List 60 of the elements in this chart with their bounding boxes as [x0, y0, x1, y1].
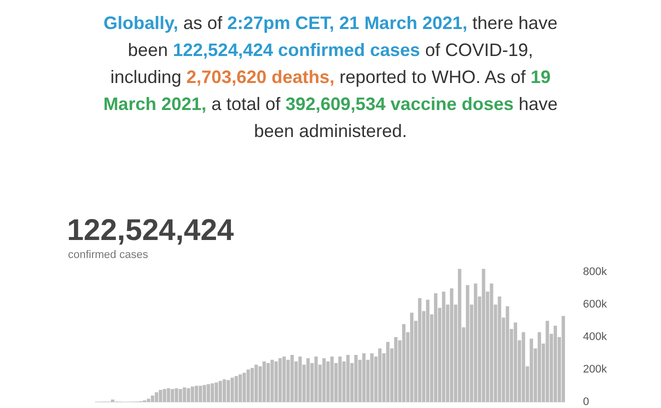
bar	[282, 356, 286, 402]
bar	[418, 298, 422, 402]
bar	[434, 293, 438, 402]
bar	[562, 316, 565, 402]
bar	[246, 370, 250, 402]
bar	[266, 363, 270, 402]
bar	[234, 376, 238, 402]
bar	[270, 360, 274, 402]
bar	[218, 380, 222, 402]
bar	[214, 382, 218, 402]
bar	[474, 283, 478, 402]
chart-subtitle: 122,524,424	[67, 214, 234, 247]
bar	[174, 388, 178, 402]
bar	[362, 353, 366, 402]
bar	[198, 386, 202, 402]
y-tick-label: 200k	[583, 364, 608, 376]
bar	[186, 388, 190, 402]
bar	[290, 354, 294, 402]
bar	[262, 361, 266, 402]
bar	[274, 361, 278, 402]
bar	[250, 368, 254, 402]
bar	[386, 342, 390, 402]
bar	[278, 358, 282, 402]
bar	[426, 300, 430, 402]
bar	[206, 384, 210, 402]
bar	[210, 383, 214, 402]
bar	[226, 380, 230, 402]
bar	[194, 386, 198, 402]
bar	[190, 386, 194, 402]
bar	[242, 372, 246, 402]
y-tick-label: 0	[583, 396, 590, 408]
bar	[222, 379, 226, 402]
bar	[410, 312, 414, 402]
bar	[538, 332, 542, 402]
bar	[230, 378, 234, 402]
bar	[530, 338, 534, 402]
y-tick-label: 800k	[583, 266, 608, 278]
bar	[402, 324, 406, 402]
bar	[306, 358, 310, 402]
bar	[370, 353, 374, 402]
bar	[450, 288, 454, 402]
bar	[202, 384, 206, 402]
bar	[354, 354, 358, 402]
y-tick-label: 600k	[583, 298, 608, 311]
text: confirmed cases	[68, 249, 149, 261]
bar	[554, 326, 558, 402]
bar	[378, 348, 382, 402]
bar	[466, 285, 470, 402]
bar	[458, 268, 462, 402]
bar	[254, 364, 258, 402]
bar	[546, 320, 550, 402]
bar	[238, 374, 242, 402]
bar	[522, 332, 526, 402]
bar	[394, 337, 398, 402]
bar	[298, 356, 302, 402]
y-tick-label: 400k	[583, 331, 608, 344]
bar	[442, 292, 446, 402]
chart-title: Globally, as of 2:27pm CET, 21 March 2021, there have been 122,524,424 confirmed cases of COVID-19, including 2,703,620 deaths, reported to WHO. As of 19 March 2021, a total of 392,609,534 vaccine doses have been administered.	[103, 13, 558, 141]
bar	[166, 388, 170, 402]
bar	[182, 387, 186, 402]
